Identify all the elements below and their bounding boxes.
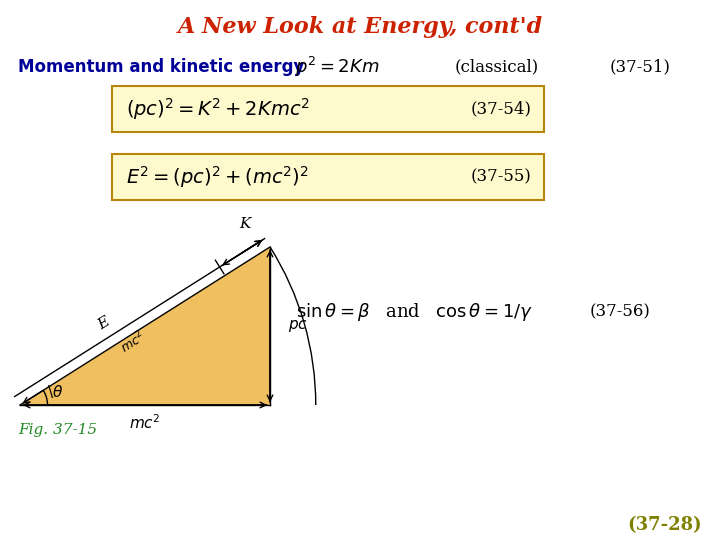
Bar [112, 86, 544, 132]
Text: (37-51): (37-51) [610, 58, 671, 76]
Text: E: E [95, 315, 112, 333]
Text: A New Look at Energy, cont'd: A New Look at Energy, cont'd [177, 16, 543, 38]
Text: (37-28): (37-28) [628, 516, 702, 534]
Text: $\sin\theta = \beta\;$  and  $\;\cos\theta = 1/\gamma$: $\sin\theta = \beta\;$ and $\;\cos\theta… [297, 301, 534, 323]
Text: $pc$: $pc$ [288, 318, 308, 334]
Text: (37-54): (37-54) [471, 100, 532, 118]
Text: $mc^2$: $mc^2$ [117, 328, 148, 356]
Text: (37-56): (37-56) [590, 303, 650, 321]
Text: $p^2 = 2Km$: $p^2 = 2Km$ [295, 55, 379, 79]
Text: (classical): (classical) [455, 58, 539, 76]
Text: Momentum and kinetic energy: Momentum and kinetic energy [18, 58, 305, 76]
Text: K: K [239, 217, 251, 231]
Polygon shape [20, 247, 270, 405]
Text: $\left(pc\right)^2 = K^2 + 2Kmc^2$: $\left(pc\right)^2 = K^2 + 2Kmc^2$ [126, 96, 310, 122]
Text: (37-55): (37-55) [471, 168, 532, 186]
Text: $E^2 = \left(pc\right)^2 + \left(mc^2\right)^2$: $E^2 = \left(pc\right)^2 + \left(mc^2\ri… [126, 164, 309, 190]
Text: $mc^2$: $mc^2$ [129, 414, 161, 433]
Bar [112, 154, 544, 200]
Text: $\backslash\theta$: $\backslash\theta$ [47, 382, 63, 400]
Text: Fig. 37-15: Fig. 37-15 [18, 423, 97, 437]
